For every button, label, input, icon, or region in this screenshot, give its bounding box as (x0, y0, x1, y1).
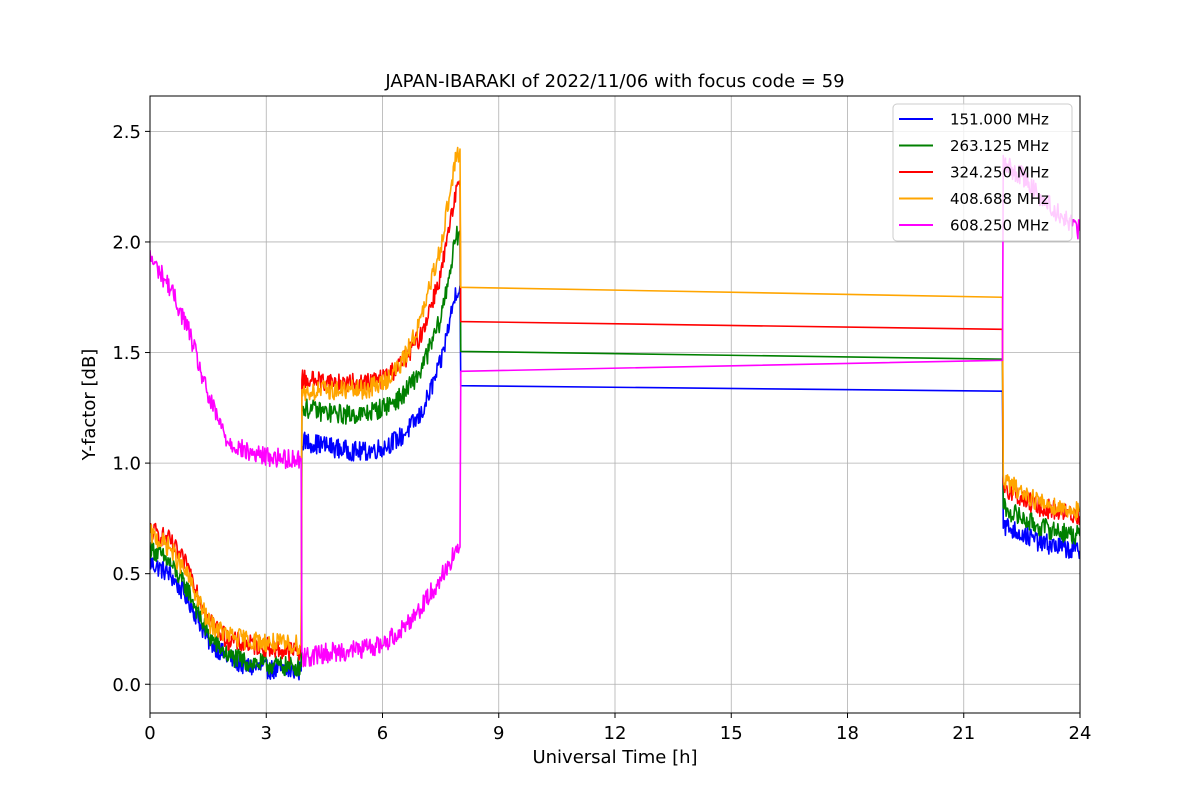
x-tick-label: 12 (604, 723, 627, 744)
series-line (150, 225, 1080, 677)
x-axis-label: Universal Time [h] (532, 747, 697, 768)
y-tick-label: 0.5 (112, 564, 141, 585)
y-tick-label: 2.0 (112, 232, 141, 253)
legend-label: 324.250 MHz (950, 164, 1049, 182)
y-tick-label: 2.5 (112, 122, 141, 143)
legend: 151.000 MHz 263.125 MHz 324.250 MHz 408.688… (892, 103, 1073, 242)
x-axis: 0 3 6 9 12 15 18 21 24 (144, 713, 1091, 744)
y-axis: 0.0 0.5 1.0 1.5 2.0 2.5 (112, 122, 150, 696)
legend-box (892, 103, 1073, 242)
y-axis-label: Y-factor [dB] (79, 349, 100, 462)
legend-label: 408.688 MHz (950, 190, 1049, 208)
series-line (150, 146, 1080, 656)
x-tick-label: 15 (720, 723, 743, 744)
x-tick-label: 6 (377, 723, 388, 744)
x-tick-label: 21 (952, 723, 975, 744)
x-tick-label: 18 (836, 723, 859, 744)
legend-label: 263.125 MHz (950, 137, 1049, 155)
legend-label: 151.000 MHz (950, 111, 1049, 129)
chart-title: JAPAN-IBARAKI of 2022/11/06 with focus c… (384, 71, 844, 92)
x-tick-label: 3 (261, 723, 272, 744)
legend-label: 608.250 MHz (950, 217, 1049, 235)
x-tick-label: 9 (493, 723, 504, 744)
y-tick-label: 1.5 (112, 343, 141, 364)
x-tick-label: 24 (1069, 723, 1092, 744)
y-tick-label: 1.0 (112, 454, 141, 475)
series-line (150, 285, 1080, 681)
x-tick-label: 0 (144, 723, 155, 744)
y-tick-label: 0.0 (112, 675, 141, 696)
